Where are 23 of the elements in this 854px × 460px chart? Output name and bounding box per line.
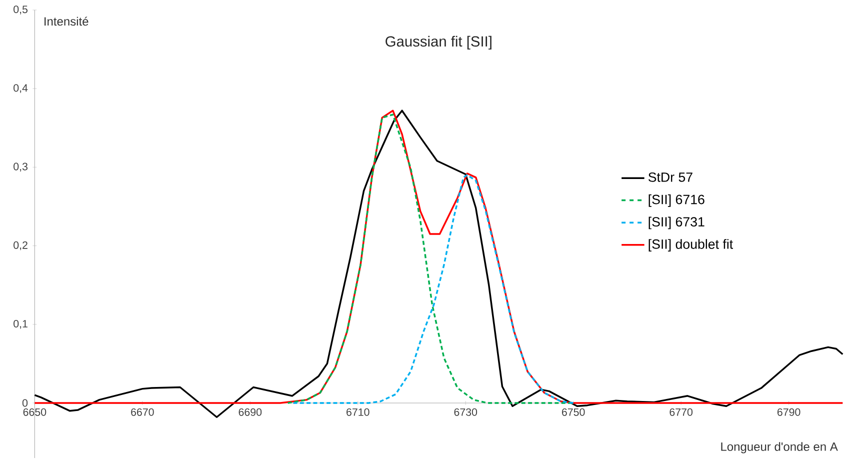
x-tick-label: 6750 — [562, 408, 585, 416]
y-tick-label: 0,1 — [14, 320, 28, 329]
y-tick-label: 0,2 — [14, 241, 28, 250]
x-tick-label: 6790 — [777, 408, 800, 416]
legend-label: [SII] 6716 — [648, 194, 704, 207]
x-tick-label: 6670 — [131, 408, 154, 416]
y-tick-label: 0 — [22, 399, 28, 407]
x-tick-label: 6650 — [23, 408, 46, 416]
legend-label: [SII] doublet fit — [648, 239, 733, 252]
x-tick-label: 6690 — [238, 408, 262, 416]
x-axis-title: Longueur d'onde en A — [721, 442, 838, 454]
y-axis-title: Intensité — [44, 16, 88, 26]
x-tick-label: 6770 — [670, 408, 693, 416]
legend-label: [SII] 6731 — [648, 216, 704, 230]
line-series — [292, 174, 574, 404]
y-tick-label: 0,4 — [14, 84, 28, 93]
x-tick-label: 6730 — [454, 408, 478, 416]
y-tick-label: 0,5 — [14, 6, 28, 14]
y-tick-label: 0,3 — [14, 162, 28, 172]
text: Gaussian fit [SII] — [386, 36, 492, 50]
legend-label: StDr 57 — [648, 172, 692, 182]
x-tick-label: 6710 — [346, 408, 370, 416]
line-series — [286, 114, 574, 404]
